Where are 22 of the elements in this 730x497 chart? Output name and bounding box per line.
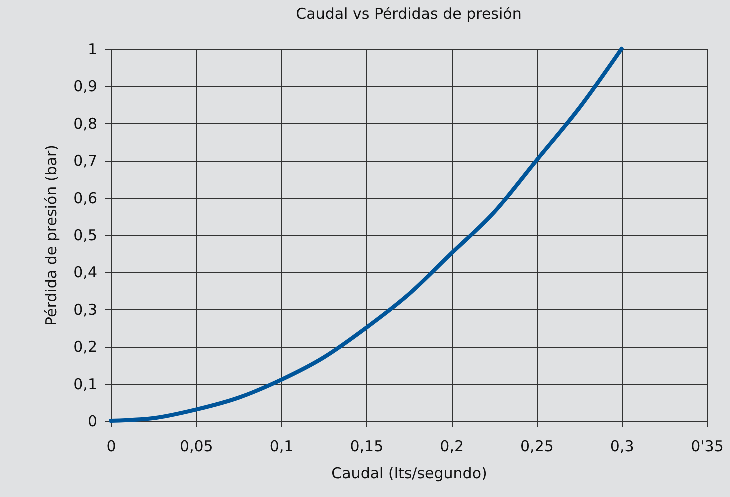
x-tick-label: 0 [106,438,116,456]
x-tick-label: 0,25 [520,438,554,456]
y-tick-label: 0,7 [74,152,98,170]
y-tick-label: 0,8 [74,114,98,133]
x-tick-label: 0,1 [270,438,294,456]
y-tick-label: 0,9 [74,78,98,96]
y-tick-label: 0,3 [74,300,98,319]
x-tick-label: 0,3 [610,438,634,456]
y-tick-label: 1 [88,40,98,58]
y-tick-label: 0 [88,412,98,430]
x-tick-label: 0,05 [180,438,214,456]
y-axis-title: Pérdida de presión (bar) [42,145,61,326]
x-tick-label: 0'35 [691,438,724,456]
y-tick-label: 0,2 [74,338,98,356]
x-tick-label: 0,2 [440,438,464,456]
y-tick-label: 0,4 [74,264,98,282]
y-tick-label: 0,5 [74,226,98,244]
y-tick-label: 0,1 [74,375,98,394]
chart-title: Caudal vs Pérdidas de presión [296,5,522,23]
x-tick-label: 0,15 [350,438,384,456]
y-tick-label: 0,6 [74,189,98,208]
x-axis-title: Caudal (lts/segundo) [332,464,488,482]
